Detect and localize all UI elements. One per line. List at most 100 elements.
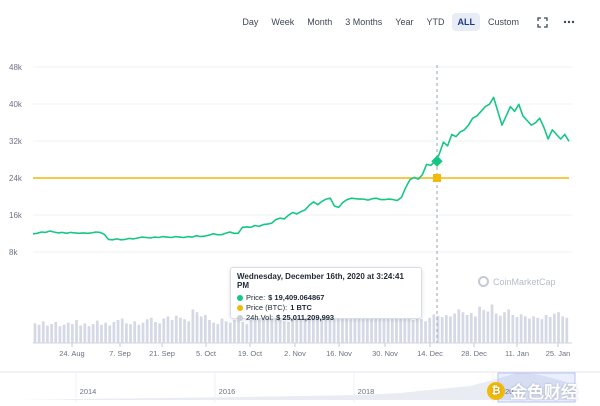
volume-bar [141,322,145,343]
grid-layer [33,66,572,253]
volume-bar [266,318,270,343]
range-btn-all[interactable]: ALL [452,13,480,31]
volume-bar [170,319,174,343]
navigator-tick-label: 2016 [219,387,236,396]
volume-bar [104,322,107,343]
price-marker [431,155,443,167]
volume-bar [507,309,511,343]
volume-bar [515,317,519,343]
volume-bar [307,315,311,343]
volume-bar [79,325,83,343]
volume-bar [336,308,340,343]
volume-bar [465,315,469,343]
volume-bar [361,315,365,343]
volume-bar [62,324,66,343]
volume-bar [282,321,286,343]
y-tick-label: 40k [9,100,23,109]
btc-marker [433,174,441,182]
volume-bar [386,316,390,343]
volume-bar [257,315,261,343]
volume-bar [187,321,191,343]
volume-bar [403,317,407,343]
y-tick-label: 24k [9,174,23,183]
volume-bar [158,323,162,343]
y-tick-label: 32k [9,137,23,146]
volume-bar [303,318,307,343]
x-tick-label: 28. Dec [461,349,487,358]
volume-bar [395,315,398,343]
volume-bar [511,315,515,343]
volume-bar [311,317,315,343]
volume-bar [299,316,303,343]
range-btn-day[interactable]: Day [242,17,259,27]
x-tick-label: 30. Nov [372,349,398,358]
volume-bar [444,315,448,343]
volume-bar [87,326,91,343]
volume-bar [191,309,195,343]
volume-bar [58,326,62,343]
navigator-tick-label: 2018 [358,387,375,396]
volume-bar [199,316,203,343]
y-tick-label: 8k [9,248,18,257]
more-horizontal-icon[interactable] [560,13,578,31]
volume-bars [33,304,569,343]
vol-dot-icon [237,315,243,321]
volume-bar [133,321,137,343]
volume-bar [291,319,294,343]
volume-bar [519,314,523,343]
volume-bar [125,323,128,343]
volume-bar [216,324,220,343]
volume-bar [162,318,166,343]
range-btn-ytd[interactable]: YTD [426,17,445,27]
coinmarketcap-watermark: CoinMarketCap [478,276,556,287]
x-tick-label: 21. Sep [149,349,175,358]
volume-bar [474,316,477,343]
tooltip-btc-value: 1 BTC [290,303,312,312]
volume-bar [561,316,565,343]
hover-tooltip: Wednesday, December 16th, 2020 at 3:24:4… [230,267,422,322]
volume-bar [91,324,95,343]
volume-bar [287,322,290,343]
x-tick-label: 2. Nov [284,349,306,358]
coinmarketcap-logo-icon [478,276,489,287]
volume-bar [195,312,199,343]
volume-bar [552,313,556,343]
volume-bar [532,316,535,343]
volume-bar [237,317,240,343]
volume-bar [415,316,419,343]
volume-bar [54,322,58,343]
range-btn-year[interactable]: Year [395,17,414,27]
x-tick-label: 16. Nov [326,349,352,358]
navigator: 2014 2016 2018 2020 [0,371,600,403]
expand-icon[interactable] [533,13,551,31]
range-btn-3-months[interactable]: 3 Months [345,17,383,27]
volume-bar [490,304,494,343]
volume-bar [548,317,552,343]
volume-bar [203,315,207,343]
volume-bar [453,313,457,343]
volume-bar [249,319,253,343]
volume-bar [149,317,153,343]
volume-bar [469,312,473,343]
volume-bar [253,311,257,343]
jinse-logo: ₿ 金色财经 [487,378,578,403]
volume-bar [100,324,103,343]
navigator-tick-label: 2014 [80,387,97,396]
volume-bar [341,314,344,343]
volume-bar [66,322,70,343]
tooltip-btc-label: Price (BTC): [246,303,288,312]
volume-bar [565,317,569,343]
volume-bar [457,309,461,343]
volume-bar [112,322,116,343]
overlay-logo-text: 金色财经 [510,383,578,402]
volume-bar [70,324,74,343]
range-btn-week[interactable]: Week [271,17,295,27]
volume-bar [245,324,249,343]
volume-bar [324,316,328,343]
volume-bar [129,324,132,343]
volume-bar [411,319,415,343]
range-btn-month[interactable]: Month [307,17,333,27]
volume-bar [390,318,394,343]
range-btn-custom[interactable]: Custom [487,17,519,27]
jinse-logo-icon: ₿ [487,381,505,400]
